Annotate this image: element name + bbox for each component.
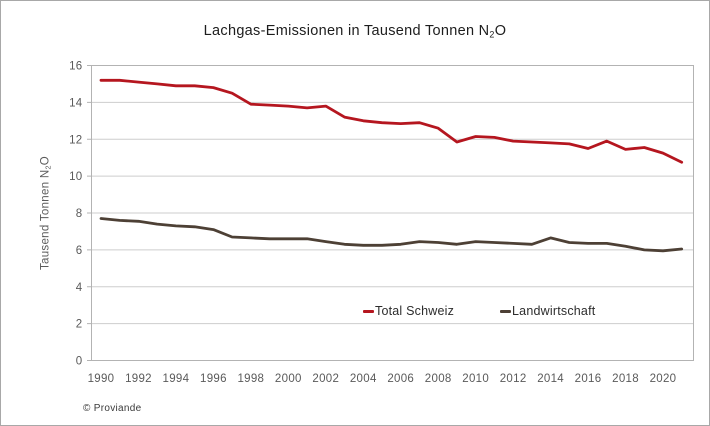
x-tick-label: 1994 xyxy=(163,373,190,385)
x-tick-label: 1998 xyxy=(237,373,264,385)
legend-label-total-schweiz: Total Schweiz xyxy=(375,304,455,318)
legend-label-landwirtschaft: Landwirtschaft xyxy=(512,304,596,318)
y-tick-label: 0 xyxy=(76,356,83,368)
x-tick-label: 2002 xyxy=(312,373,339,385)
x-tick-label: 2008 xyxy=(425,373,452,385)
chart-title-suffix: O xyxy=(494,23,507,39)
y-tick-label: 8 xyxy=(76,208,83,220)
y-tick-label: 6 xyxy=(76,245,83,257)
y-tick-label: 14 xyxy=(69,97,83,109)
legend-dash-icon-landwirtschaft xyxy=(500,309,512,313)
legend-item-total-schweiz: Total Schweiz xyxy=(363,304,454,318)
plot-border xyxy=(91,65,694,361)
x-tick-label: 1990 xyxy=(88,373,115,385)
y-tick-label: 16 xyxy=(69,61,82,73)
x-tick-label: 1992 xyxy=(125,373,152,385)
legend: Total Schweiz Landwirtschaft xyxy=(363,304,595,318)
x-tick-label: 2018 xyxy=(612,373,639,385)
x-tick-label: 1996 xyxy=(200,373,227,385)
y-tick-label: 12 xyxy=(69,134,82,146)
x-tick-label: 2016 xyxy=(575,373,602,385)
y-tick-label: 2 xyxy=(76,319,83,331)
series-line-total-schweiz xyxy=(99,78,684,164)
y-tick-label: 4 xyxy=(76,282,83,294)
legend-item-landwirtschaft: Landwirtschaft xyxy=(500,304,595,318)
x-tick-label: 2010 xyxy=(462,373,489,385)
chart-title-subscript: 2 xyxy=(489,29,495,40)
x-tick-label: 2012 xyxy=(500,373,527,385)
chart-title-text: Lachgas-Emissionen in Tausend Tonnen N xyxy=(203,23,490,39)
x-tick-label: 2000 xyxy=(275,373,302,385)
legend-dash-icon-total-schweiz xyxy=(363,309,374,313)
x-tick-label: 2020 xyxy=(650,373,677,385)
series-line-landwirtschaft xyxy=(99,217,684,253)
x-tick-label: 2006 xyxy=(387,373,414,385)
y-tick-label: 10 xyxy=(69,171,82,183)
copyright: © Proviande xyxy=(83,403,142,414)
x-tick-label: 2004 xyxy=(350,373,377,385)
chart-title: Lachgas-Emissionen in Tausend Tonnen N2O xyxy=(1,23,709,40)
x-tick-label: 2014 xyxy=(537,373,564,385)
